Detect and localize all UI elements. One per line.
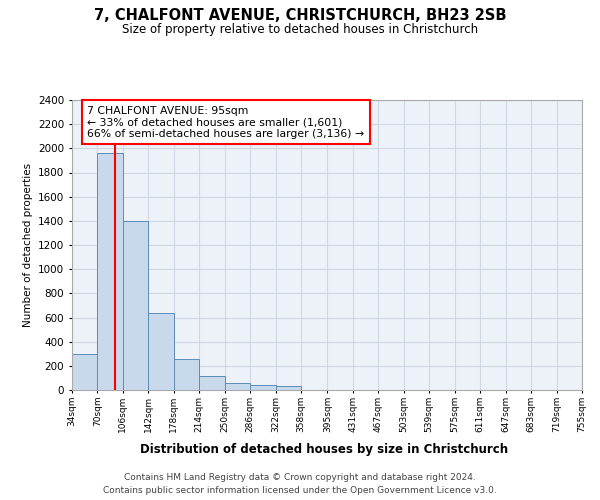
Bar [148,312,174,390]
Bar [199,376,225,390]
Bar [97,153,123,390]
Text: Contains public sector information licensed under the Open Government Licence v3: Contains public sector information licen… [103,486,497,495]
Bar [123,221,148,390]
Text: Size of property relative to detached houses in Christchurch: Size of property relative to detached ho… [122,22,478,36]
Bar [174,358,199,390]
Text: 7, CHALFONT AVENUE, CHRISTCHURCH, BH23 2SB: 7, CHALFONT AVENUE, CHRISTCHURCH, BH23 2… [94,8,506,22]
Bar [225,384,250,390]
Text: Distribution of detached houses by size in Christchurch: Distribution of detached houses by size … [140,442,508,456]
Bar [72,354,97,390]
Text: Contains HM Land Registry data © Crown copyright and database right 2024.: Contains HM Land Registry data © Crown c… [124,472,476,482]
Bar [250,385,276,390]
Text: 7 CHALFONT AVENUE: 95sqm
← 33% of detached houses are smaller (1,601)
66% of sem: 7 CHALFONT AVENUE: 95sqm ← 33% of detach… [88,106,364,139]
Y-axis label: Number of detached properties: Number of detached properties [23,163,32,327]
Bar [276,386,301,390]
